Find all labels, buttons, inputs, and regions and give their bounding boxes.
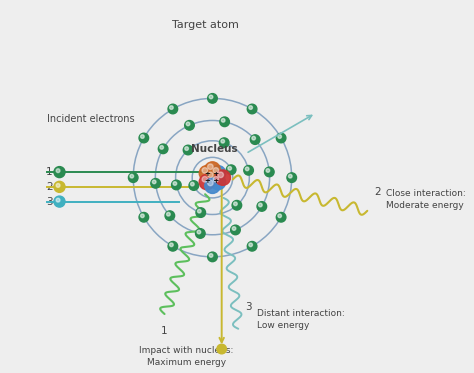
Text: 2: 2 [46,182,53,192]
Circle shape [231,225,240,235]
Circle shape [210,174,226,190]
Circle shape [199,174,215,190]
Circle shape [172,180,181,190]
Circle shape [252,137,255,140]
Circle shape [213,167,219,173]
Text: Impact with nucleus:
Maximum energy: Impact with nucleus: Maximum energy [139,347,234,367]
Circle shape [249,106,253,109]
Circle shape [185,147,189,150]
Circle shape [219,138,229,147]
Circle shape [257,202,266,211]
Circle shape [202,167,208,173]
Text: Distant interaction:
Low energy: Distant interaction: Low energy [257,309,345,330]
Circle shape [130,174,134,178]
Circle shape [232,200,242,210]
Circle shape [218,172,223,178]
Circle shape [215,170,230,185]
Circle shape [166,212,170,216]
Circle shape [217,344,227,354]
Circle shape [250,135,260,144]
Circle shape [170,243,173,247]
Circle shape [205,178,220,194]
Circle shape [278,214,282,217]
Circle shape [208,94,217,103]
Circle shape [266,169,270,172]
Text: 3: 3 [246,302,252,312]
Circle shape [152,180,156,184]
Circle shape [276,213,286,222]
Circle shape [139,213,149,222]
Text: Nucleus: Nucleus [191,144,237,154]
Circle shape [205,170,220,185]
Circle shape [56,198,60,202]
Circle shape [189,181,199,190]
Circle shape [232,227,236,230]
Circle shape [289,174,292,178]
Circle shape [170,106,173,109]
Circle shape [196,208,206,217]
Circle shape [247,241,257,251]
Circle shape [221,119,225,122]
Circle shape [278,135,282,138]
Text: 1: 1 [161,326,168,336]
Circle shape [151,179,160,188]
Circle shape [209,95,213,99]
Circle shape [287,173,297,182]
Circle shape [199,166,215,181]
Circle shape [234,202,237,206]
Circle shape [183,145,193,155]
Circle shape [208,252,217,262]
Circle shape [197,230,201,234]
Circle shape [246,167,249,171]
Circle shape [202,176,208,182]
Circle shape [160,145,164,149]
Circle shape [205,162,220,177]
Circle shape [168,241,178,251]
Circle shape [249,243,253,247]
Circle shape [141,135,144,138]
Text: Incident electrons: Incident electrons [46,114,134,124]
Circle shape [221,140,225,143]
Circle shape [196,229,205,238]
Circle shape [210,166,226,181]
Circle shape [141,214,144,217]
Circle shape [128,173,138,182]
Circle shape [208,164,213,169]
Circle shape [54,196,65,207]
Circle shape [264,167,274,177]
Circle shape [276,133,286,143]
Text: 1: 1 [46,167,53,177]
Circle shape [258,203,262,207]
Circle shape [228,166,231,170]
Circle shape [208,180,213,186]
Text: 2: 2 [374,187,381,197]
Circle shape [168,104,178,114]
Text: Target atom: Target atom [172,20,238,30]
Circle shape [54,167,65,178]
Circle shape [213,176,219,182]
Circle shape [191,182,194,186]
Circle shape [227,165,236,175]
Circle shape [165,211,174,220]
Circle shape [54,181,65,192]
Circle shape [186,122,190,126]
Circle shape [247,104,257,114]
Circle shape [198,209,201,213]
Circle shape [139,133,149,143]
Circle shape [173,182,177,185]
Text: + +
+ +: + + + + [205,171,219,184]
Circle shape [209,254,213,257]
Circle shape [185,120,194,130]
Circle shape [220,117,229,126]
Circle shape [158,144,168,154]
Text: Close interaction:
Moderate energy: Close interaction: Moderate energy [386,189,465,210]
Circle shape [56,184,60,187]
Circle shape [244,166,254,175]
Circle shape [56,169,60,173]
Text: 3: 3 [46,197,53,207]
Circle shape [208,172,213,178]
